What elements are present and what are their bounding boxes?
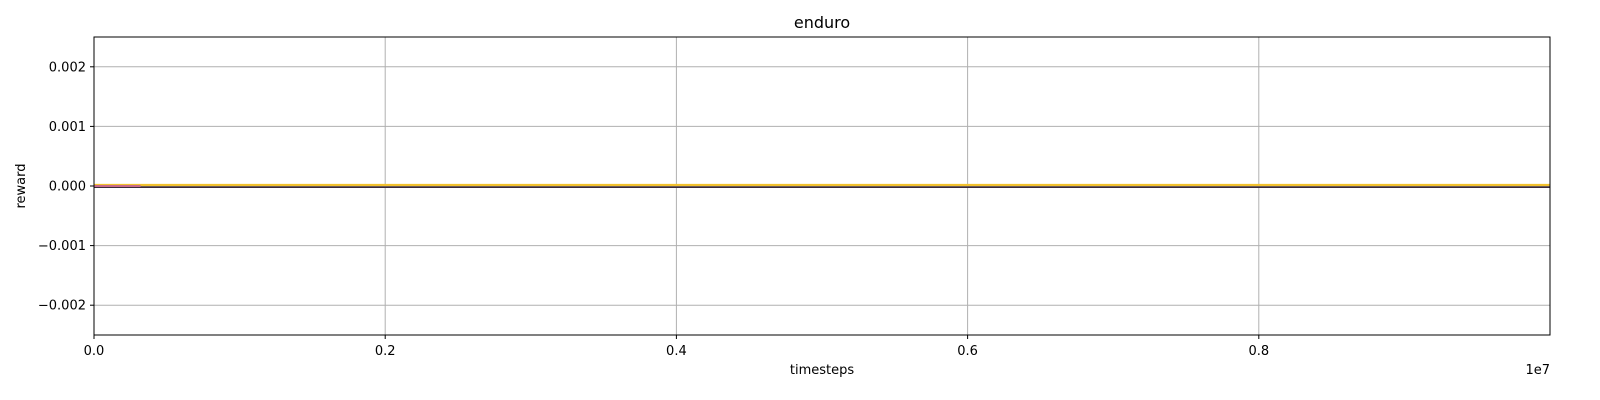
- y-tick-label: 0.002: [49, 60, 86, 75]
- x-axis-label: timesteps: [790, 363, 854, 378]
- x-tick-label: 0.4: [666, 344, 687, 359]
- x-tick-label: 0.8: [1248, 344, 1269, 359]
- y-tick-label: −0.002: [38, 299, 86, 314]
- x-ticks: 0.0 0.2 0.4 0.6 0.8: [84, 335, 1269, 359]
- x-tick-label: 0.0: [84, 344, 105, 359]
- y-tick-label: 0.000: [49, 180, 86, 195]
- x-tick-label: 0.2: [375, 344, 396, 359]
- series-lines: [94, 183, 1550, 188]
- y-axis-label: reward: [14, 163, 29, 208]
- y-ticks: 0.002 0.001 0.000 −0.001 −0.002: [38, 60, 94, 314]
- x-offset-label: 1e7: [1525, 363, 1550, 378]
- x-tick-label: 0.6: [957, 344, 978, 359]
- y-tick-label: 0.001: [49, 120, 86, 135]
- chart-title: enduro: [794, 13, 850, 32]
- y-tick-label: −0.001: [38, 239, 86, 254]
